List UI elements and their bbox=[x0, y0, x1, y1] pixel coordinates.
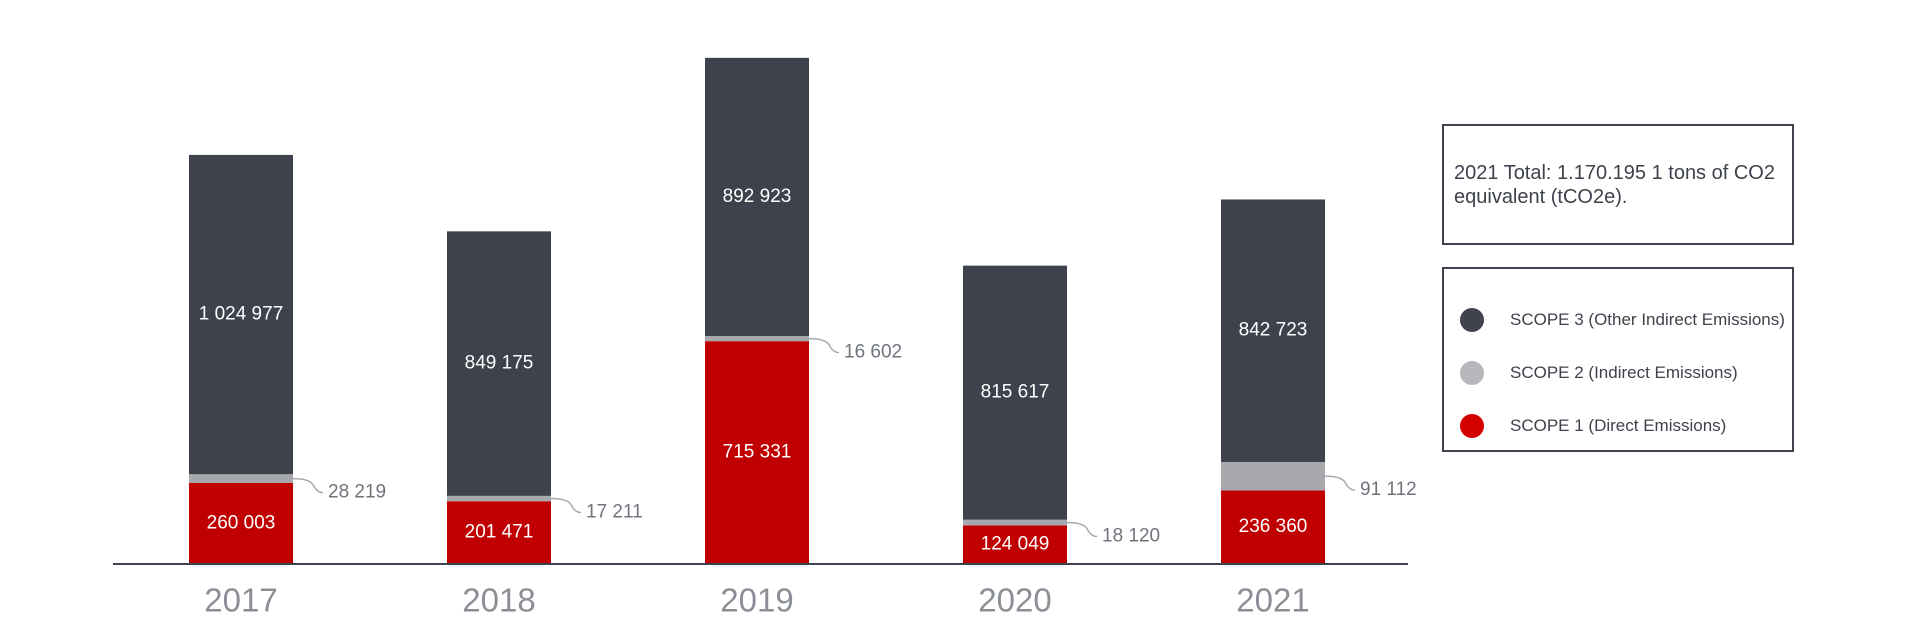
bar-scope3-2018 bbox=[447, 231, 551, 496]
bar-scope2-2020 bbox=[963, 519, 1067, 526]
value-label-scope3-2021: 842 723 bbox=[1239, 320, 1308, 341]
legend-dot-scope2 bbox=[1460, 360, 1484, 385]
value-label-scope3-2018: 849 175 bbox=[465, 353, 534, 374]
value-label-scope2-2017: 28 219 bbox=[328, 482, 386, 503]
bar-scope1-2019 bbox=[705, 341, 809, 564]
x-tick-label-2021: 2021 bbox=[1236, 582, 1309, 619]
value-label-scope3-2020: 815 617 bbox=[981, 382, 1050, 403]
value-label-scope2-2020: 18 120 bbox=[1102, 526, 1160, 547]
total-annotation-text: 2021 Total: 1.170.195 1 tons of CO2 equi… bbox=[1454, 161, 1775, 208]
total-annotation-box: 2021 Total: 1.170.195 1 tons of CO2 equi… bbox=[1442, 124, 1794, 245]
value-label-scope1-2021: 236 360 bbox=[1239, 516, 1308, 537]
value-label-scope1-2019: 715 331 bbox=[723, 442, 792, 463]
x-tick-label-2018: 2018 bbox=[462, 582, 535, 619]
leader-line-scope2-2019 bbox=[808, 337, 840, 354]
legend-item-scope3: SCOPE 3 (Other Indirect Emissions) bbox=[1444, 293, 1792, 346]
legend-item-scope2: SCOPE 2 (Indirect Emissions) bbox=[1444, 346, 1792, 399]
bar-scope2-2019 bbox=[705, 335, 809, 342]
bar-scope3-2021 bbox=[1221, 199, 1325, 462]
leader-line-scope2-2020 bbox=[1066, 521, 1098, 538]
legend-dot-scope3 bbox=[1460, 307, 1484, 332]
bar-scope3-2017 bbox=[189, 154, 293, 475]
leader-line-scope2-2021 bbox=[1324, 475, 1356, 491]
legend-label-scope1: SCOPE 1 (Direct Emissions) bbox=[1510, 415, 1727, 435]
legend-dot-scope1 bbox=[1460, 413, 1484, 438]
labels-group: 260 003 1 024 977 28 219 2017 201 471 849 175… bbox=[199, 186, 1417, 619]
value-label-scope2-2018: 17 211 bbox=[586, 502, 643, 523]
value-label-scope3-2019: 892 923 bbox=[723, 186, 792, 207]
value-label-scope3-2017: 1 024 977 bbox=[199, 304, 284, 325]
x-tick-label-2020: 2020 bbox=[978, 582, 1051, 619]
emissions-stacked-bar-chart: 260 003 1 024 977 28 219 2017 201 471 849 175… bbox=[113, 57, 1417, 619]
bars-group bbox=[189, 57, 1325, 564]
legend: SCOPE 3 (Other Indirect Emissions) SCOPE… bbox=[1442, 267, 1794, 452]
value-label-scope1-2018: 201 471 bbox=[465, 522, 534, 543]
value-label-scope2-2021: 91 112 bbox=[1360, 479, 1417, 500]
legend-item-scope1: SCOPE 1 (Direct Emissions) bbox=[1444, 399, 1792, 452]
bar-scope1-2021 bbox=[1221, 490, 1325, 564]
bar-scope1-2018 bbox=[447, 501, 551, 564]
bar-scope2-2021 bbox=[1221, 461, 1325, 491]
bar-scope2-2018 bbox=[447, 495, 551, 502]
bar-scope3-2019 bbox=[705, 57, 809, 336]
value-label-scope2-2019: 16 602 bbox=[844, 342, 902, 363]
bar-scope1-2017 bbox=[189, 483, 293, 564]
legend-label-scope3: SCOPE 3 (Other Indirect Emissions) bbox=[1510, 309, 1785, 329]
leader-line-scope2-2018 bbox=[550, 497, 582, 514]
bar-scope3-2020 bbox=[963, 265, 1067, 520]
legend-label-scope2: SCOPE 2 (Indirect Emissions) bbox=[1510, 362, 1738, 382]
x-tick-label-2019: 2019 bbox=[720, 582, 793, 619]
value-label-scope1-2017: 260 003 bbox=[207, 513, 276, 534]
leader-line-scope2-2017 bbox=[292, 477, 324, 494]
x-tick-label-2017: 2017 bbox=[204, 582, 277, 619]
bar-scope1-2020 bbox=[963, 525, 1067, 564]
bar-scope2-2017 bbox=[189, 474, 293, 484]
value-label-scope1-2020: 124 049 bbox=[981, 534, 1050, 555]
